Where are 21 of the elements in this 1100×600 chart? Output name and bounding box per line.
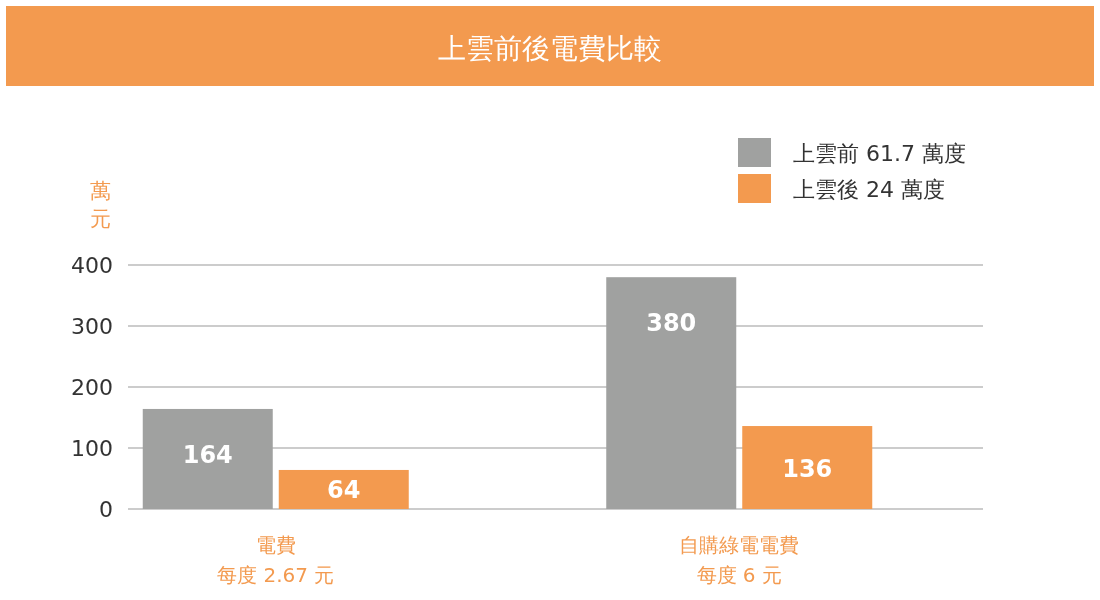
x-tick-label: 電費 bbox=[255, 533, 296, 557]
legend-label: 上雲後 24 萬度 bbox=[793, 177, 945, 202]
y-axis-title: 萬元 bbox=[89, 179, 111, 231]
data-label: 136 bbox=[782, 454, 833, 483]
y-tick-label: 400 bbox=[71, 253, 113, 278]
data-label: 64 bbox=[327, 476, 361, 505]
y-tick-label: 0 bbox=[99, 497, 113, 522]
bar bbox=[278, 469, 409, 509]
bar bbox=[142, 408, 273, 509]
text: 每度 2.67 元 bbox=[217, 563, 335, 587]
y-tick-label: 100 bbox=[71, 436, 113, 461]
x-tick-label: 自購綠電電費 bbox=[679, 533, 800, 557]
chart-title: 上雲前後電費比較 bbox=[438, 32, 662, 65]
data-label: 164 bbox=[182, 440, 233, 469]
bar bbox=[742, 426, 873, 509]
y-tick-label: 300 bbox=[71, 314, 113, 339]
bar bbox=[606, 277, 737, 509]
text: 每度 6 元 bbox=[696, 563, 782, 587]
data-label: 380 bbox=[646, 309, 697, 338]
legend-label: 上雲前 61.7 萬度 bbox=[793, 141, 966, 166]
y-tick-label: 200 bbox=[71, 375, 113, 400]
